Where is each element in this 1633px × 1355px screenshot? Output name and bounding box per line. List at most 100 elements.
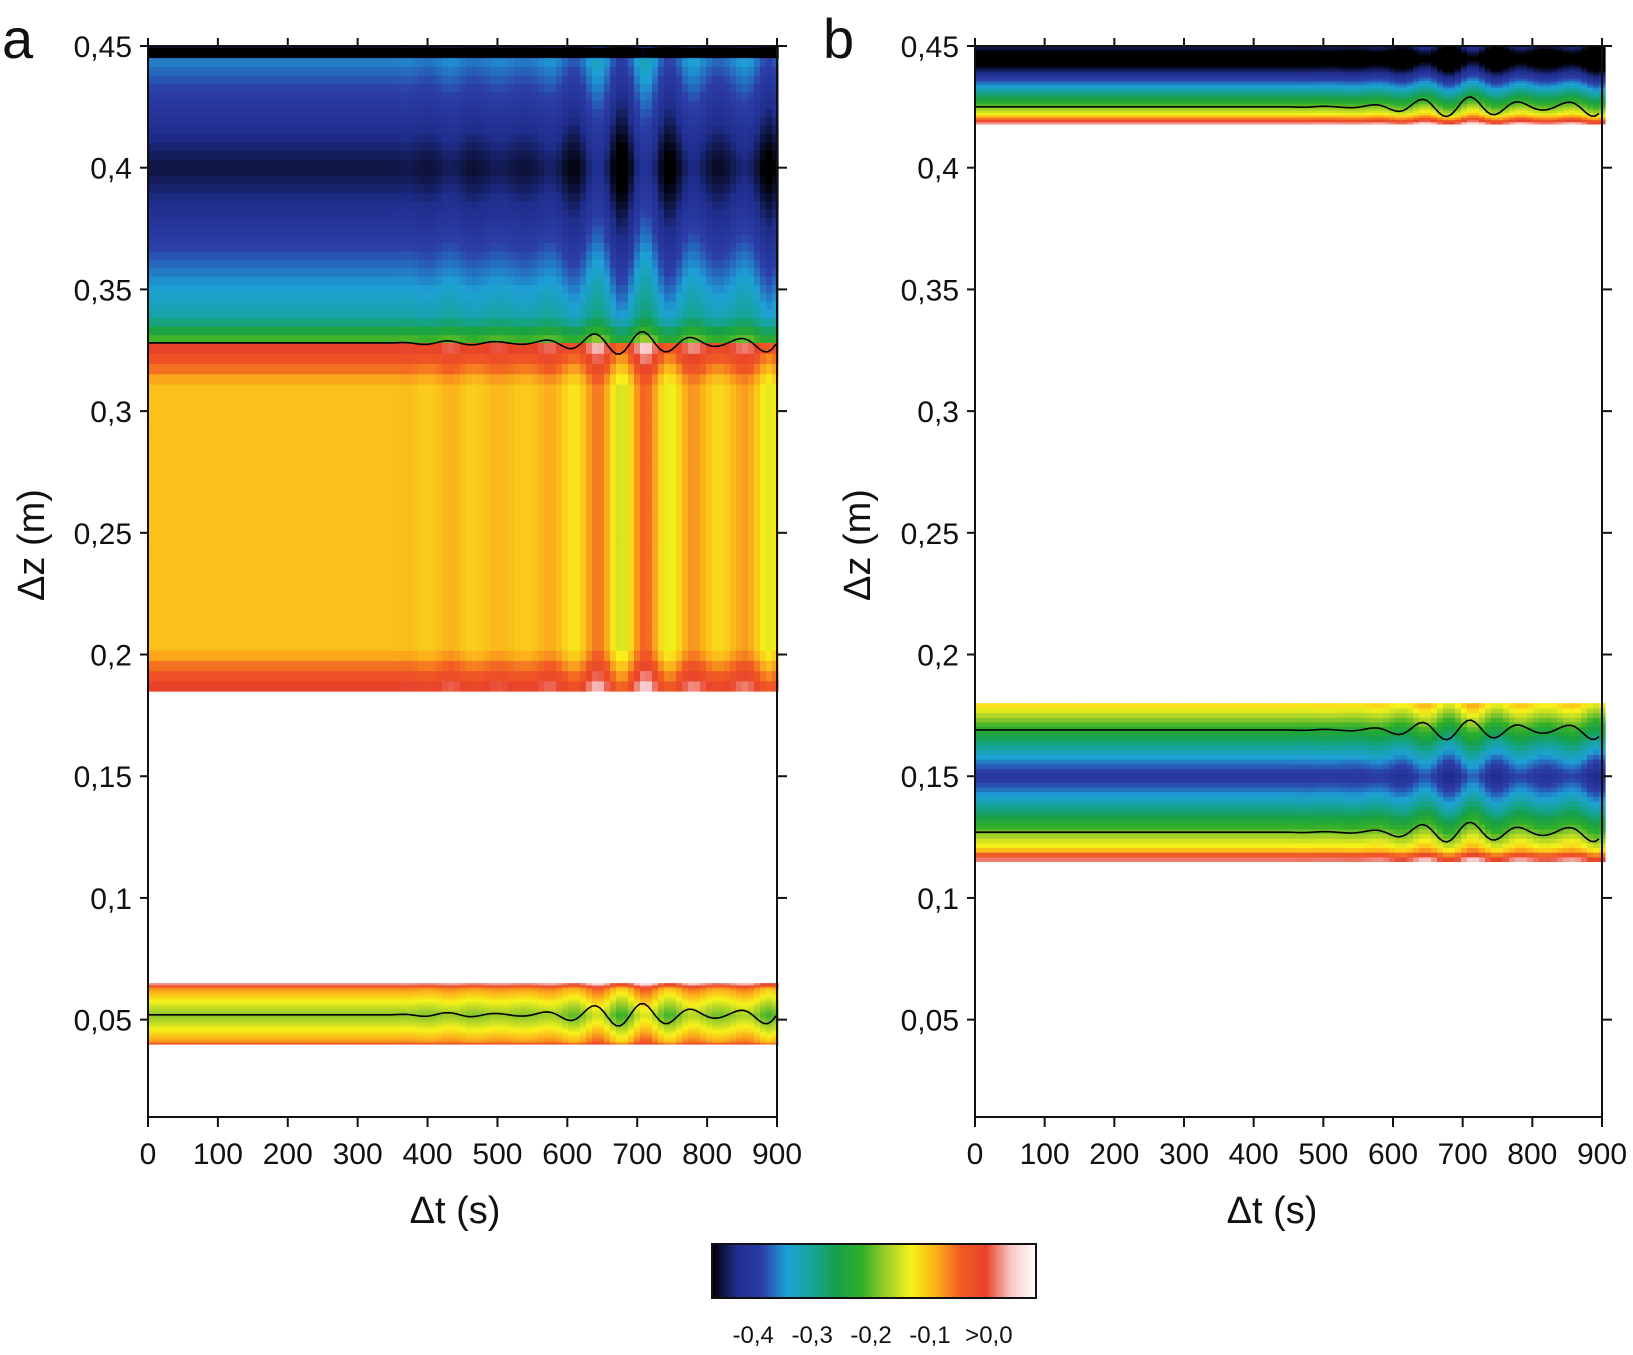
heatmap-cell — [166, 999, 173, 1002]
heatmap-cell — [160, 275, 167, 285]
heatmap-cell — [220, 275, 227, 285]
heatmap-cell — [292, 609, 299, 620]
heatmap-cell — [154, 66, 161, 76]
heatmap-cell — [358, 192, 365, 202]
heatmap-cell — [172, 58, 179, 68]
heatmap-cell — [202, 334, 209, 344]
heatmap-cell — [220, 1038, 227, 1041]
heatmap-cell — [280, 496, 287, 508]
heatmap-cell — [208, 1018, 215, 1022]
heatmap-cell — [190, 1029, 197, 1033]
heatmap-cell — [238, 609, 245, 620]
heatmap-cell — [310, 588, 317, 600]
heatmap-cell — [154, 1001, 161, 1004]
heatmap-cell — [256, 309, 263, 319]
heatmap-cell — [226, 208, 233, 218]
heatmap-cell — [172, 1024, 179, 1027]
heatmap-cell — [226, 445, 233, 457]
heatmap-cell — [238, 1001, 245, 1004]
heatmap-cell — [202, 578, 209, 590]
heatmap-cell — [310, 267, 317, 277]
heatmap-cell — [352, 578, 359, 590]
heatmap-cell — [148, 326, 155, 336]
heatmap-cell — [196, 1004, 203, 1007]
heatmap-cell — [364, 208, 371, 218]
heatmap-cell — [220, 1029, 227, 1033]
heatmap-cell — [262, 83, 269, 93]
heatmap-cell — [250, 200, 257, 210]
heatmap-cell — [184, 650, 191, 661]
heatmap-cell — [364, 629, 371, 641]
heatmap-cell — [262, 516, 269, 528]
heatmap-cell — [340, 619, 347, 631]
heatmap-cell — [220, 547, 227, 559]
heatmap-cell — [298, 527, 305, 539]
heatmap-cell — [310, 125, 317, 135]
heatmap-cell — [214, 1020, 221, 1024]
heatmap-cell — [208, 83, 215, 93]
heatmap-cell — [256, 301, 263, 311]
heatmap-cell — [280, 557, 287, 569]
heatmap-cell — [316, 150, 323, 160]
heatmap-cell — [262, 363, 269, 375]
heatmap-cell — [148, 404, 155, 416]
heatmap-cell — [262, 91, 269, 101]
heatmap-cell — [274, 660, 281, 672]
heatmap-cell — [196, 208, 203, 218]
heatmap-cell — [304, 537, 311, 549]
heatmap-cell — [184, 1018, 191, 1022]
heatmap-cell — [244, 476, 251, 487]
heatmap-cell — [226, 74, 233, 84]
heatmap-cell — [178, 1006, 185, 1009]
heatmap-cell — [154, 516, 161, 528]
heatmap-cell — [328, 353, 335, 365]
heatmap-cell — [316, 301, 323, 311]
heatmap-cell — [166, 486, 173, 498]
heatmap-cell — [166, 167, 173, 177]
heatmap-cell — [190, 1026, 197, 1029]
heatmap-cell — [244, 192, 251, 202]
heatmap-cell — [256, 424, 263, 436]
heatmap-cell — [220, 192, 227, 202]
heatmap-cell — [226, 527, 233, 539]
heatmap-cell — [238, 639, 245, 651]
heatmap-cell — [220, 108, 227, 118]
heatmap-cell — [238, 424, 245, 436]
heatmap-cell — [208, 598, 215, 610]
heatmap-cell — [160, 1002, 167, 1006]
heatmap-cell — [202, 167, 209, 177]
heatmap-cell — [220, 660, 227, 672]
heatmap-cell — [334, 225, 341, 235]
heatmap-cell — [166, 91, 173, 101]
heatmap-cell — [220, 259, 227, 269]
heatmap-cell — [262, 133, 269, 143]
heatmap-cell — [148, 373, 155, 385]
heatmap-cell — [190, 225, 197, 235]
heatmap-cell — [190, 394, 197, 405]
heatmap-cell — [208, 1031, 215, 1034]
heatmap-cell — [154, 91, 161, 101]
heatmap-cell — [202, 527, 209, 539]
heatmap-cell — [328, 486, 335, 498]
heatmap-cell — [166, 1042, 173, 1045]
heatmap-cell — [262, 353, 269, 365]
heatmap-cell — [238, 383, 245, 395]
heatmap-cell — [280, 353, 287, 365]
heatmap-cell — [256, 74, 263, 84]
heatmap-cell — [214, 455, 221, 467]
heatmap-cell — [184, 363, 191, 375]
heatmap-cell — [202, 1036, 209, 1040]
heatmap-cell — [310, 537, 317, 549]
heatmap-cell — [256, 476, 263, 487]
heatmap-cell — [196, 234, 203, 244]
heatmap-cell — [184, 83, 191, 93]
heatmap-cell — [280, 175, 287, 185]
heatmap-cell — [310, 342, 317, 354]
heatmap-cell — [208, 537, 215, 549]
heatmap-cell — [160, 588, 167, 600]
heatmap-cell — [220, 301, 227, 311]
heatmap-cell — [184, 167, 191, 177]
heatmap-cell — [298, 568, 305, 580]
heatmap-cell — [340, 225, 347, 235]
heatmap-cell — [280, 91, 287, 101]
